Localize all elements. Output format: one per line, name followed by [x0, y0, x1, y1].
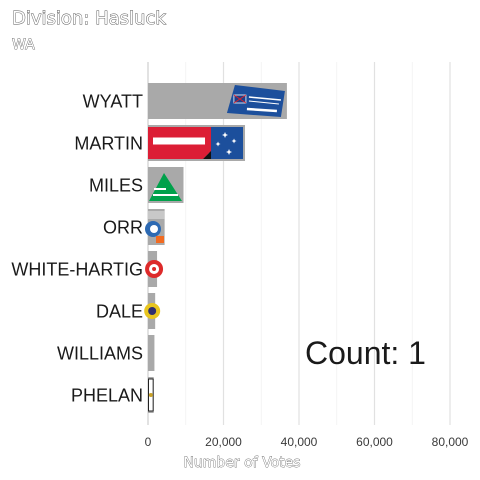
- logo-stripe: [248, 96, 281, 101]
- bar-group: [144, 293, 161, 329]
- category-labels: WYATT MARTIN MILES ORR WHITE-HARTIG DALE WILLI…: [11, 92, 143, 406]
- bar-group: [148, 167, 184, 203]
- bar-group: [148, 377, 154, 413]
- bar-group: [148, 83, 287, 119]
- gridlines: [147, 62, 451, 425]
- bar: [148, 335, 155, 371]
- category-label: MARTIN: [74, 134, 143, 154]
- labor-logo: [148, 127, 244, 159]
- category-label: DALE: [96, 302, 143, 322]
- liberal-logo: [226, 85, 285, 117]
- chart-title: Division: Hasluck: [12, 8, 166, 29]
- labor-corner: [203, 151, 212, 159]
- x-tick-label: 60,000: [356, 435, 393, 449]
- star-icon: [222, 132, 229, 138]
- logo-disc-inner: [150, 225, 158, 233]
- category-label: ORR: [103, 218, 143, 238]
- star-icon: [215, 141, 221, 147]
- greens-logo: [149, 173, 182, 201]
- chart-subtitle: WA: [12, 37, 35, 53]
- star-icon: [231, 138, 237, 144]
- x-tick-labels: 0 20,000 40,000 60,000 80,000: [145, 435, 469, 449]
- one-nation-logo: [145, 211, 165, 243]
- bar-group: [148, 125, 246, 161]
- logo-band: [148, 211, 165, 219]
- logo-wordmark: [246, 107, 278, 113]
- party-logo-icon: [148, 393, 153, 397]
- category-label: MILES: [89, 176, 143, 196]
- bar-group: [148, 335, 155, 371]
- logo-stripe: [248, 100, 279, 105]
- category-label: WHITE-HARTIG: [11, 260, 143, 280]
- party-logo-icon: [152, 267, 157, 271]
- liberal-logo-banner: [226, 85, 285, 117]
- labor-star-panel: [209, 127, 244, 159]
- category-label: PHELAN: [71, 386, 143, 406]
- bar-group: [145, 209, 165, 245]
- x-tick-label: 0: [145, 435, 152, 449]
- category-label: WILLIAMS: [57, 344, 143, 364]
- bars: [144, 83, 287, 413]
- x-axis-title: Number of Votes: [183, 455, 300, 471]
- count-annotation: Count: 1: [305, 335, 426, 371]
- category-label: WYATT: [83, 92, 143, 112]
- logo-tab: [156, 236, 164, 243]
- x-tick-label: 20,000: [205, 435, 242, 449]
- flag-icon: [233, 94, 247, 104]
- x-tick-label: 80,000: [432, 435, 469, 449]
- party-logo-icon: [148, 307, 157, 315]
- star-icon: [226, 149, 233, 155]
- x-tick-label: 40,000: [281, 435, 318, 449]
- bar-group: [145, 251, 164, 287]
